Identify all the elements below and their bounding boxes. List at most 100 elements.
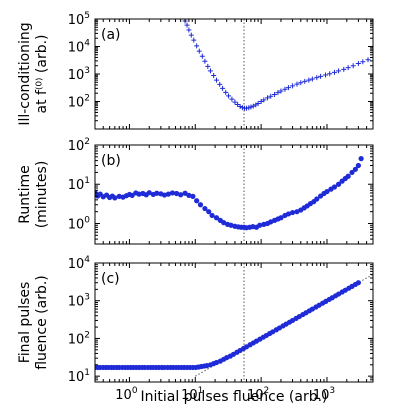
y-tick-label: 100 (68, 215, 91, 232)
y-tick-label: 101 (68, 176, 90, 193)
data-point (355, 162, 361, 169)
data-point (202, 205, 208, 212)
data-point (360, 59, 366, 65)
y-axis-label-line: (minutes) (34, 161, 50, 229)
x-tick-label-base: 10 (115, 388, 132, 403)
x-tick-label-exponent: 3 (329, 386, 335, 396)
data-series (95, 156, 364, 231)
data-point (229, 96, 235, 102)
data-point (248, 104, 254, 110)
y-tick-label-base: 10 (68, 217, 85, 232)
data-point (272, 91, 278, 97)
data-point (289, 209, 296, 216)
data-point (355, 280, 361, 286)
data-point (314, 75, 320, 81)
y-tick-label-exponent: 0 (84, 215, 90, 225)
data-point (341, 66, 347, 72)
x-tick-label-base: 10 (181, 388, 198, 403)
data-point (205, 63, 211, 69)
data-point (278, 88, 284, 94)
data-point (278, 215, 284, 221)
data-point (188, 32, 194, 38)
data-point (261, 97, 267, 103)
data-point (335, 181, 342, 187)
data-point (331, 69, 337, 75)
data-point (250, 103, 256, 109)
data-point (169, 190, 176, 196)
data-point (232, 99, 238, 105)
y-axis-label-line: Runtime (17, 165, 33, 223)
data-point (213, 215, 220, 221)
data-point (294, 81, 300, 87)
data-point (197, 202, 204, 208)
data-point (355, 61, 361, 67)
data-point (154, 190, 160, 196)
data-point (331, 184, 338, 190)
data-point (217, 81, 223, 87)
x-tick-label-base: 10 (247, 388, 264, 403)
data-series (182, 19, 373, 111)
data-point (194, 43, 200, 49)
y-axis-label: Final pulsesfluence (arb.) (17, 275, 50, 370)
y-tick-label: 104 (68, 255, 91, 272)
y-tick-label-base: 10 (68, 295, 85, 310)
plot-frame (94, 262, 374, 383)
data-point (282, 86, 288, 92)
y-tick-label-base: 10 (68, 96, 85, 111)
data-point (184, 22, 190, 28)
data-point (173, 190, 180, 197)
y-tick-label: 102 (68, 330, 90, 347)
x-tick-label: 101 (181, 386, 203, 403)
y-tick-label-base: 10 (68, 370, 85, 385)
x-tick-label: 102 (247, 386, 269, 403)
y-tick-label-base: 10 (68, 13, 85, 28)
data-point (220, 85, 226, 91)
data-point (221, 220, 227, 226)
y-tick-label-exponent: 4 (84, 39, 90, 49)
data-point (136, 191, 142, 197)
data-point (165, 191, 171, 197)
x-tick-label: 100 (115, 386, 138, 403)
data-point (306, 77, 312, 83)
data-point (324, 188, 330, 195)
data-point (349, 169, 355, 176)
y-axis-label: Runtime(minutes) (17, 161, 50, 229)
panel-label: (b) (101, 153, 121, 169)
data-point (298, 80, 304, 86)
y-axis-label-line: Final pulses (17, 282, 33, 364)
y-tick-label-base: 10 (68, 139, 85, 154)
y-tick-label: 103 (68, 66, 90, 83)
data-point (336, 68, 342, 74)
data-point (112, 195, 118, 201)
data-point (178, 192, 184, 198)
y-tick-label-exponent: 1 (84, 368, 90, 378)
data-point (211, 73, 217, 79)
data-point (202, 58, 208, 64)
data-point (223, 89, 229, 95)
x-tick-label-exponent: 2 (264, 386, 270, 396)
x-tick-label-base: 10 (313, 388, 330, 403)
data-point (226, 93, 232, 99)
data-point (275, 90, 281, 96)
y-tick-label-base: 10 (68, 178, 85, 193)
panel-label: (a) (101, 27, 121, 43)
y-axis-label-line: fluence (arb.) (34, 275, 50, 370)
y-axis-label-line: at f⁽⁰⁾ (arb.) (34, 35, 50, 114)
y-tick-label-exponent: 3 (84, 293, 90, 303)
data-series (95, 280, 361, 371)
y-tick-label: 102 (68, 137, 90, 154)
data-point (285, 85, 291, 91)
y-tick-label-base: 10 (68, 332, 85, 347)
y-tick-label-exponent: 4 (84, 255, 90, 265)
y-tick-label: 101 (68, 368, 90, 385)
x-tick-label-exponent: 0 (132, 386, 138, 396)
data-point (258, 99, 264, 104)
data-point (191, 37, 197, 43)
y-tick-label-base: 10 (68, 68, 85, 83)
data-point (255, 100, 261, 106)
y-tick-label: 104 (68, 39, 91, 56)
data-point (209, 212, 215, 219)
data-point (318, 73, 324, 79)
